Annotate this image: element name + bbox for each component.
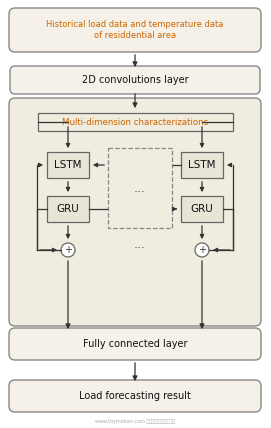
Circle shape <box>195 243 209 257</box>
Text: Historical load data and temperature data
of residdential area: Historical load data and temperature dat… <box>46 20 224 40</box>
Text: +: + <box>198 245 206 255</box>
Bar <box>181 196 223 222</box>
Text: Multi-dimension characterizations: Multi-dimension characterizations <box>62 118 208 127</box>
Bar <box>181 152 223 178</box>
Text: GRU: GRU <box>57 204 79 214</box>
Text: Load forecasting result: Load forecasting result <box>79 391 191 401</box>
Text: LSTM: LSTM <box>188 160 216 170</box>
Text: LSTM: LSTM <box>54 160 82 170</box>
Text: www.toymoban.com 网络图片仅供展示，非: www.toymoban.com 网络图片仅供展示，非 <box>95 419 175 424</box>
FancyBboxPatch shape <box>9 380 261 412</box>
Text: Fully connected layer: Fully connected layer <box>83 339 187 349</box>
Text: ...: ... <box>134 238 146 250</box>
FancyBboxPatch shape <box>9 8 261 52</box>
Text: GRU: GRU <box>191 204 213 214</box>
FancyBboxPatch shape <box>9 328 261 360</box>
Circle shape <box>61 243 75 257</box>
FancyBboxPatch shape <box>10 66 260 94</box>
Bar <box>47 152 89 178</box>
Text: +: + <box>64 245 72 255</box>
FancyBboxPatch shape <box>9 98 261 326</box>
Bar <box>108 148 172 228</box>
Bar <box>47 196 89 222</box>
Text: 2D convolutions layer: 2D convolutions layer <box>82 75 188 85</box>
Bar <box>37 113 233 131</box>
Text: ...: ... <box>134 181 146 194</box>
